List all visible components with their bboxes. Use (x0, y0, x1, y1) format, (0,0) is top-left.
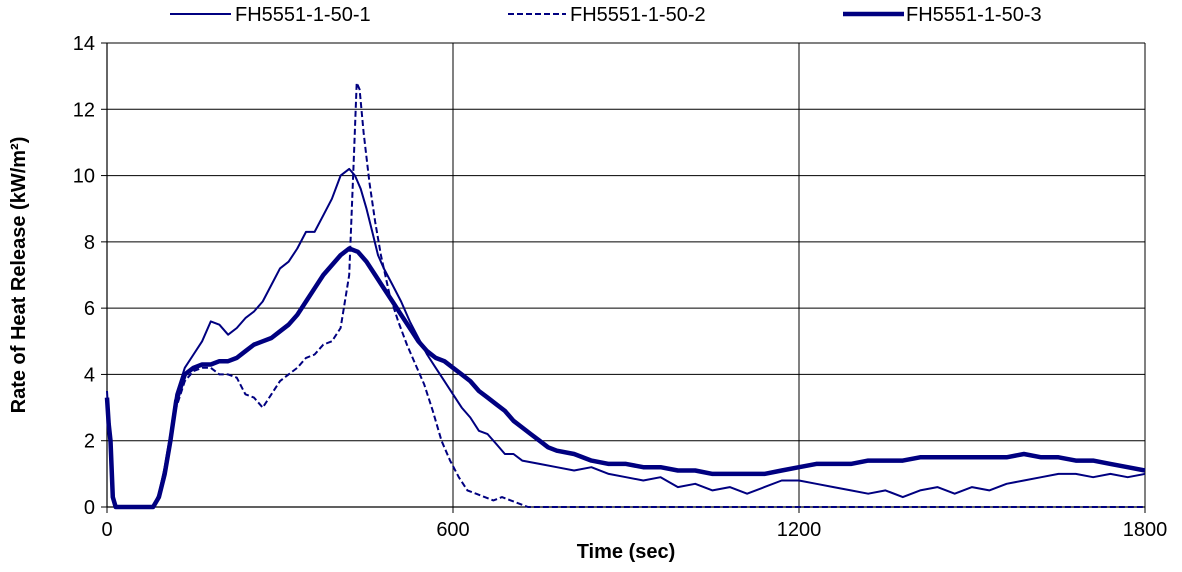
axes: 0 2 4 6 8 10 12 14 0 600 1200 1800 (73, 33, 1168, 541)
x-tick-label: 0 (101, 519, 112, 541)
series-line-3 (104, 246, 1146, 510)
y-tick-label: 14 (73, 33, 95, 55)
x-tick-label: 1200 (777, 519, 822, 541)
y-tick-label: 0 (84, 497, 95, 519)
legend: FH5551-1-50-1 FH5551-1-50-2 FH5551-1-50-3 (170, 4, 1042, 26)
plot-area (107, 43, 1145, 507)
y-tick-label: 12 (73, 99, 95, 121)
y-tick-label: 10 (73, 166, 95, 188)
y-tick-label: 8 (84, 232, 95, 254)
x-axis-title: Time (sec) (577, 541, 676, 563)
x-tick-label: 1800 (1123, 519, 1168, 541)
legend-label-2: FH5551-1-50-2 (570, 4, 706, 26)
y-tick-label: 2 (84, 431, 95, 453)
y-tick-label: 6 (84, 298, 95, 320)
x-tick-label: 600 (436, 519, 469, 541)
legend-label-1: FH5551-1-50-1 (235, 4, 371, 26)
series-line-1 (106, 167, 1146, 508)
legend-label-3: FH5551-1-50-3 (906, 4, 1042, 26)
series-lines (104, 81, 1146, 510)
y-tick-label: 4 (84, 364, 95, 386)
y-axis-title: Rate of Heat Release (kW/m²) (8, 137, 30, 414)
grid (107, 42, 1146, 507)
